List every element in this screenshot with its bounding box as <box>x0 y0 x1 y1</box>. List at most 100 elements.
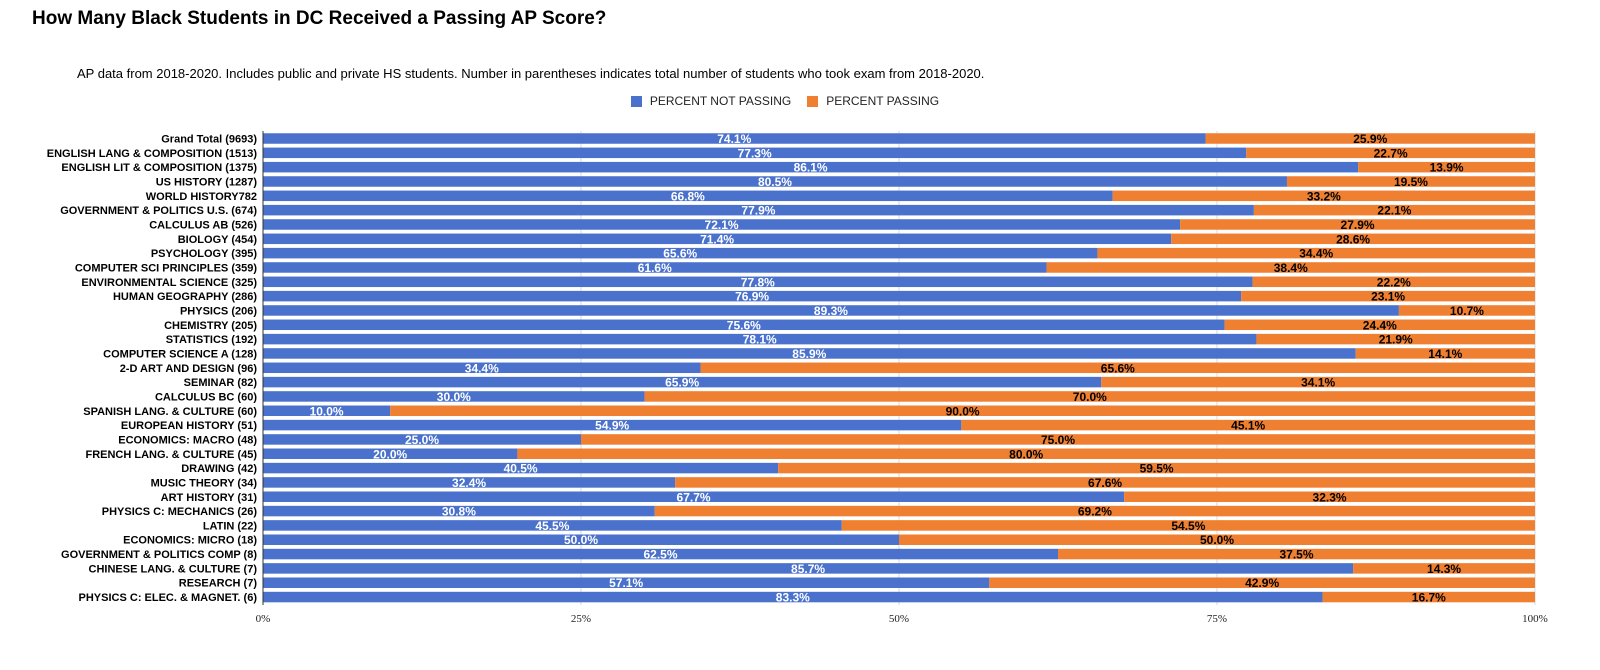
data-label-not-passing: 66.8% <box>671 189 705 203</box>
bar-passing[interactable] <box>1058 548 1535 560</box>
data-label-not-passing: 85.9% <box>792 347 826 361</box>
data-label-not-passing: 77.3% <box>738 146 772 160</box>
data-label-passing: 50.0% <box>1200 533 1234 547</box>
category-label: COMPUTER SCI PRINCIPLES (359) <box>75 262 257 274</box>
bar-passing[interactable] <box>1205 133 1535 144</box>
bar-passing[interactable] <box>390 405 1536 417</box>
bar-not-passing[interactable] <box>263 161 1359 173</box>
data-label-not-passing: 57.1% <box>609 576 643 590</box>
bar-not-passing[interactable] <box>263 477 676 488</box>
bar-not-passing[interactable] <box>263 233 1172 245</box>
bar-not-passing[interactable] <box>263 534 899 545</box>
bar-passing[interactable] <box>841 520 1535 531</box>
bar-passing[interactable] <box>1097 247 1535 259</box>
bar-not-passing[interactable] <box>263 319 1225 331</box>
category-label: RESEARCH (7) <box>179 578 258 590</box>
bar-passing[interactable] <box>675 477 1535 488</box>
bar-passing[interactable] <box>1241 290 1535 302</box>
bar-passing[interactable] <box>517 448 1535 460</box>
bar-not-passing[interactable] <box>263 405 391 417</box>
category-label: ENVIRONMENTAL SCIENCE (325) <box>81 277 257 289</box>
bar-passing[interactable] <box>581 434 1535 445</box>
legend-item-passing[interactable]: PERCENT PASSING <box>807 94 939 108</box>
category-label: ECONOMICS: MICRO (18) <box>123 535 257 547</box>
data-label-passing: 37.5% <box>1279 548 1313 562</box>
bar-not-passing[interactable] <box>263 133 1206 144</box>
bar-not-passing[interactable] <box>263 591 1323 603</box>
bar-passing[interactable] <box>1224 319 1535 331</box>
bar-not-passing[interactable] <box>263 419 962 431</box>
data-label-passing: 65.6% <box>1101 361 1135 375</box>
data-label-passing: 59.5% <box>1140 462 1174 476</box>
bar-passing[interactable] <box>1353 563 1535 574</box>
bar-passing[interactable] <box>1256 333 1535 345</box>
data-label-passing: 22.7% <box>1374 146 1408 160</box>
bar-not-passing[interactable] <box>263 290 1242 302</box>
bar-passing[interactable] <box>1046 262 1535 273</box>
bar-passing[interactable] <box>899 534 1535 545</box>
data-label-passing: 16.7% <box>1412 591 1446 605</box>
data-label-not-passing: 83.3% <box>776 591 810 605</box>
bar-not-passing[interactable] <box>263 462 779 474</box>
legend-item-not-passing[interactable]: PERCENT NOT PASSING <box>630 94 791 108</box>
data-label-passing: 10.7% <box>1450 304 1484 318</box>
bar-passing[interactable] <box>1171 233 1535 245</box>
bar-not-passing[interactable] <box>263 276 1253 288</box>
bar-passing[interactable] <box>1101 376 1535 388</box>
bar-passing[interactable] <box>644 391 1535 402</box>
bar-not-passing[interactable] <box>263 548 1058 560</box>
bar-passing[interactable] <box>1286 176 1535 187</box>
category-label: CHINESE LANG. & CULTURE (7) <box>89 563 258 575</box>
category-label: CALCULUS BC (60) <box>155 391 257 403</box>
bar-not-passing[interactable] <box>263 505 655 517</box>
bar-passing[interactable] <box>1252 276 1535 288</box>
bar-not-passing[interactable] <box>263 520 842 531</box>
bar-not-passing[interactable] <box>263 190 1113 202</box>
bar-passing[interactable] <box>1398 305 1535 316</box>
bar-passing[interactable] <box>961 419 1535 431</box>
bar-passing[interactable] <box>1358 161 1535 173</box>
bar-not-passing[interactable] <box>263 305 1399 316</box>
bar-not-passing[interactable] <box>263 204 1254 216</box>
bar-passing[interactable] <box>778 462 1535 474</box>
category-label: US HISTORY (1287) <box>156 176 258 188</box>
bar-not-passing[interactable] <box>263 219 1181 230</box>
bar-not-passing[interactable] <box>263 577 990 588</box>
category-label: PHYSICS C: ELEC. & MAGNET. (6) <box>79 592 258 604</box>
bar-passing[interactable] <box>1246 147 1535 159</box>
bar-passing[interactable] <box>700 362 1535 374</box>
bar-not-passing[interactable] <box>263 434 581 445</box>
data-label-passing: 70.0% <box>1073 390 1107 404</box>
category-label: PHYSICS (206) <box>180 305 257 317</box>
bar-passing[interactable] <box>1180 219 1535 230</box>
x-tick-label: 0% <box>256 613 271 625</box>
bar-not-passing[interactable] <box>263 262 1047 273</box>
bar-not-passing[interactable] <box>263 391 645 402</box>
bar-not-passing[interactable] <box>263 333 1257 345</box>
bar-passing[interactable] <box>654 505 1535 517</box>
bar-not-passing[interactable] <box>263 448 518 460</box>
bar-passing[interactable] <box>1355 348 1535 359</box>
bar-passing[interactable] <box>1322 591 1535 603</box>
bar-not-passing[interactable] <box>263 176 1287 187</box>
category-label: CHEMISTRY (205) <box>164 320 257 332</box>
bar-passing[interactable] <box>1124 491 1535 503</box>
data-label-not-passing: 75.6% <box>727 318 761 332</box>
bar-not-passing[interactable] <box>263 362 701 374</box>
bar-not-passing[interactable] <box>263 147 1247 159</box>
bar-not-passing[interactable] <box>263 491 1125 503</box>
bar-not-passing[interactable] <box>263 376 1102 388</box>
category-label: HUMAN GEOGRAPHY (286) <box>113 291 257 303</box>
bar-not-passing[interactable] <box>263 348 1356 359</box>
bar-not-passing[interactable] <box>263 247 1098 259</box>
data-label-passing: 67.6% <box>1088 476 1122 490</box>
bar-passing[interactable] <box>1253 204 1535 216</box>
data-label-passing: 21.9% <box>1379 333 1413 347</box>
bar-not-passing[interactable] <box>263 563 1354 574</box>
bar-passing[interactable] <box>1112 190 1535 202</box>
data-label-not-passing: 76.9% <box>735 290 769 304</box>
category-label: FRENCH LANG. & CULTURE (45) <box>85 449 257 461</box>
legend: PERCENT NOT PASSING PERCENT PASSING <box>0 94 1570 108</box>
bar-passing[interactable] <box>989 577 1535 588</box>
